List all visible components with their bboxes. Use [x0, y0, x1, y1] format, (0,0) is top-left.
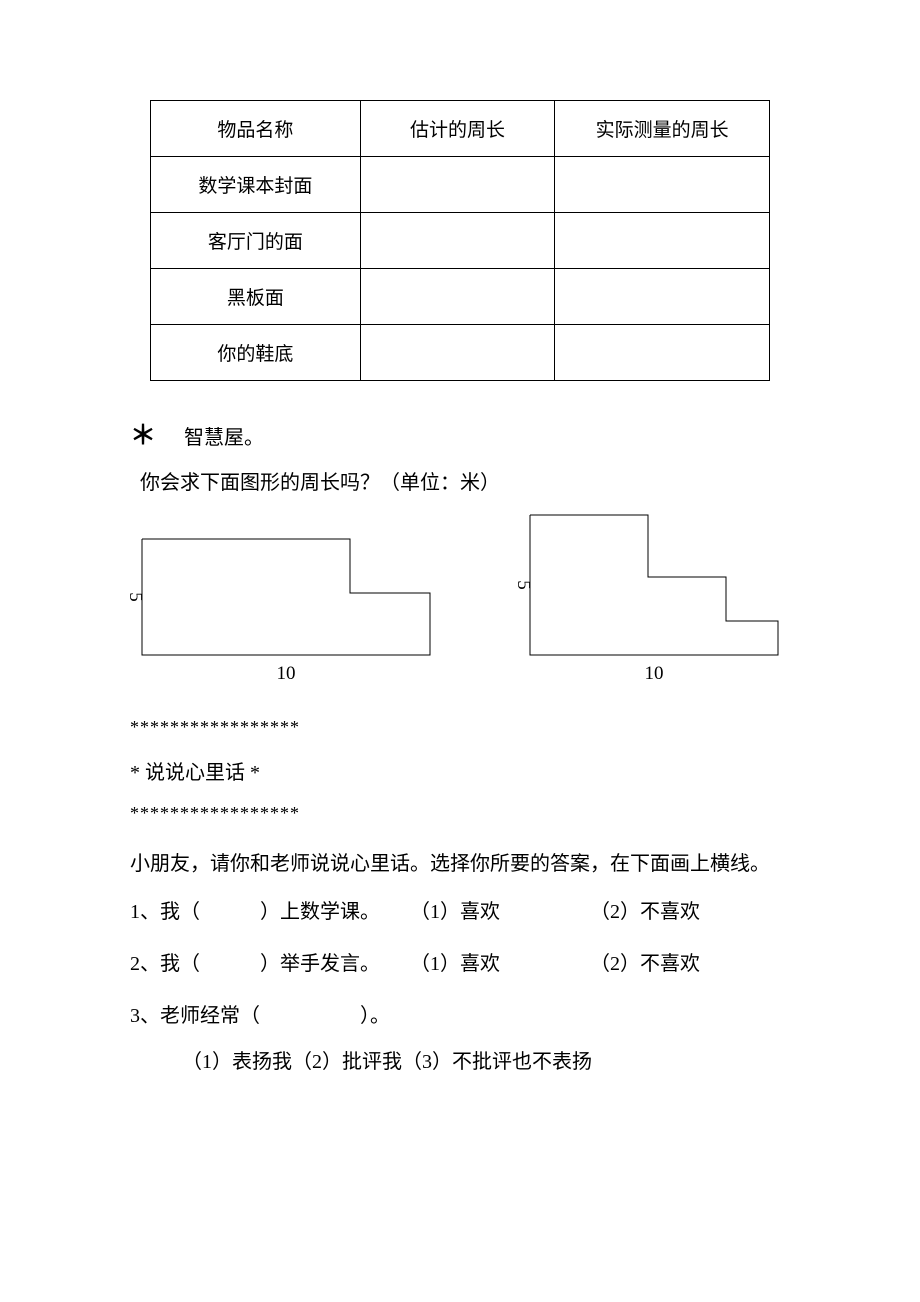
q2-opt1: （1）喜欢: [410, 938, 590, 990]
q1-text: 1、我（ ）上数学课。: [130, 886, 410, 938]
wisdom-prompt: 你会求下面图形的周长吗？（单位：米）: [140, 466, 790, 495]
q2-stem-open: 2、我（: [130, 953, 200, 975]
shape-2-label-5: 5: [512, 580, 534, 590]
th-measured: 实际测量的周长: [555, 101, 770, 157]
table-row: 你的鞋底: [151, 325, 770, 381]
table-row: 黑板面: [151, 269, 770, 325]
shape-2-label-10: 10: [645, 663, 664, 685]
q2-stem-close: ）举手发言。: [260, 953, 380, 975]
table-row: 数学课本封面: [151, 157, 770, 213]
question-1: 1、我（ ）上数学课。 （1）喜欢 （2）不喜欢: [130, 886, 790, 938]
row-label: 客厅门的面: [151, 213, 361, 269]
row-label: 你的鞋底: [151, 325, 361, 381]
shape-1: 5 10: [140, 537, 432, 657]
shape-1-outline: [142, 539, 430, 655]
row-est-blank[interactable]: [360, 269, 555, 325]
shape-1-label-5: 5: [124, 592, 146, 602]
row-meas-blank[interactable]: [555, 325, 770, 381]
th-estimated: 估计的周长: [360, 101, 555, 157]
q2-text: 2、我（ ）举手发言。: [130, 938, 410, 990]
q2-opt2: （2）不喜欢: [590, 938, 700, 990]
heart-title: * 说说心里话 *: [130, 756, 790, 785]
heart-intro: 小朋友，请你和老师说说心里话。选择你所要的答案，在下面画上横线。: [130, 842, 790, 886]
th-item-name: 物品名称: [151, 101, 361, 157]
table-header-row: 物品名称 估计的周长 实际测量的周长: [151, 101, 770, 157]
row-est-blank[interactable]: [360, 157, 555, 213]
perimeter-table: 物品名称 估计的周长 实际测量的周长 数学课本封面 客厅门的面 黑板面 你的鞋底: [150, 100, 770, 381]
shape-2-outline: [530, 515, 778, 655]
asterisk-divider-bottom: *****************: [130, 803, 790, 824]
question-2: 2、我（ ）举手发言。 （1）喜欢 （2）不喜欢: [130, 938, 790, 990]
wisdom-heading: ＊ 智慧屋。: [130, 421, 790, 450]
q1-stem-close: ）上数学课。: [260, 901, 380, 923]
q3-stem-open: 3、老师经常（: [130, 1005, 260, 1027]
row-label: 数学课本封面: [151, 157, 361, 213]
q3-stem-close: ）。: [360, 1005, 390, 1027]
question-3: 3、老师经常（ ）。: [130, 990, 790, 1042]
row-est-blank[interactable]: [360, 213, 555, 269]
q1-opt1: （1）喜欢: [410, 886, 590, 938]
shape-2-svg: [528, 513, 780, 657]
shape-2: 5 10: [528, 513, 780, 657]
q3-options: （1）表扬我（2）批评我（3）不批评也不表扬: [130, 1042, 790, 1082]
table-row: 客厅门的面: [151, 213, 770, 269]
q1-opt2: （2）不喜欢: [590, 886, 700, 938]
row-meas-blank[interactable]: [555, 269, 770, 325]
row-est-blank[interactable]: [360, 325, 555, 381]
q1-stem-open: 1、我（: [130, 901, 200, 923]
row-label: 黑板面: [151, 269, 361, 325]
star-icon: ＊: [130, 423, 156, 449]
shapes-row: 5 10 5 10: [130, 513, 790, 669]
q3-text: 3、老师经常（ ）。: [130, 990, 410, 1042]
wisdom-title: 智慧屋。: [184, 421, 264, 450]
shape-1-svg: [140, 537, 432, 657]
shape-1-label-10: 10: [277, 663, 296, 685]
row-meas-blank[interactable]: [555, 213, 770, 269]
row-meas-blank[interactable]: [555, 157, 770, 213]
asterisk-divider-top: *****************: [130, 717, 790, 738]
